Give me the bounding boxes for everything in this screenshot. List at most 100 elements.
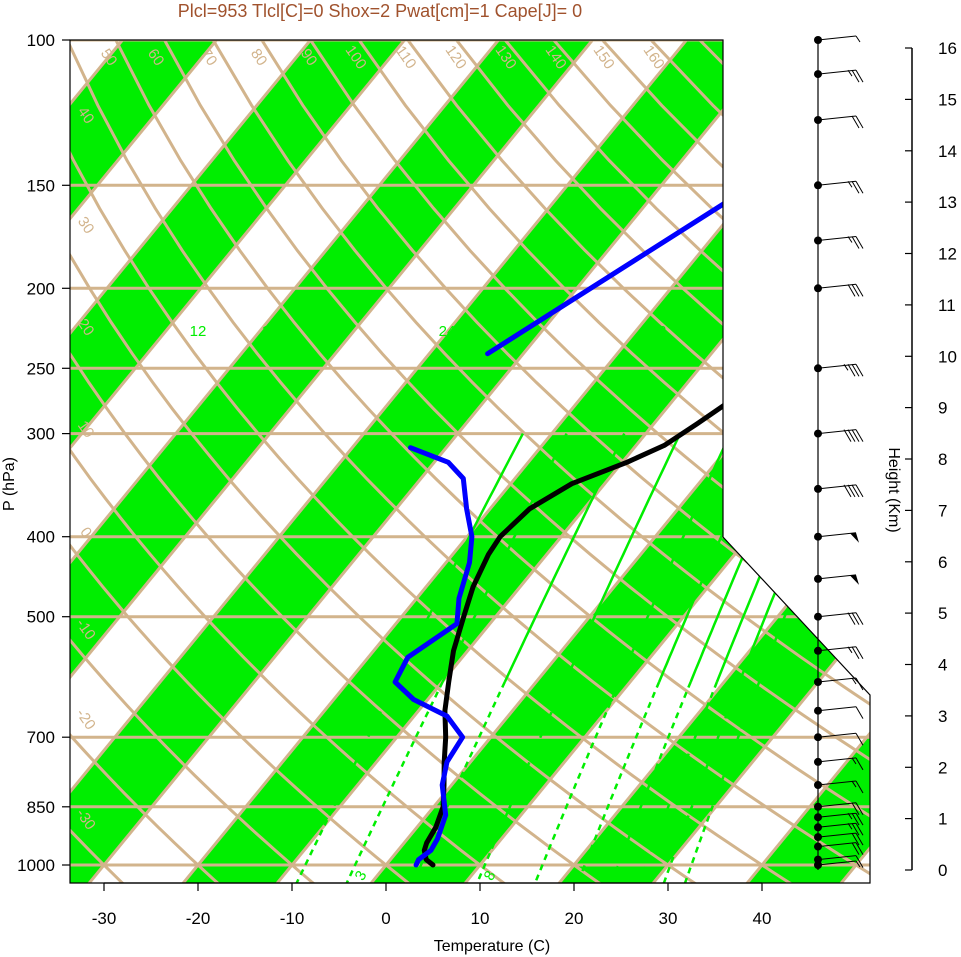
- temperature-tick-label: 40: [753, 909, 772, 928]
- height-axis-label: Height (Km): [885, 447, 902, 532]
- wind-feather: [851, 69, 860, 83]
- mixing-ratio-line-dashed: [407, 681, 506, 883]
- wind-barb: [817, 35, 857, 41]
- wind-half-feather: [847, 180, 853, 188]
- wind-feather: [851, 484, 860, 498]
- temperature-tick-label: -10: [280, 909, 305, 928]
- wind-feather: [855, 429, 864, 442]
- wind-feather: [851, 842, 860, 855]
- height-tick-label: 10: [938, 347, 957, 366]
- wind-barb: [817, 757, 857, 763]
- dry-adiabat-line: [163, 40, 870, 883]
- wind-barb: [817, 855, 857, 861]
- dry-adiabat-line: [357, 40, 870, 883]
- mixing-ratio-label: 8: [481, 868, 500, 884]
- dry-adiabat-line: [114, 40, 870, 883]
- mixing-ratio-line: [618, 433, 732, 683]
- height-tick-label: 4: [938, 656, 947, 675]
- green-band: [70, 40, 593, 883]
- mixing-ratio-label: 16: [262, 323, 279, 340]
- isotherm-line: [70, 40, 218, 883]
- wind-feather: [855, 855, 864, 868]
- height-tick-label: 15: [938, 90, 957, 109]
- pressure-tick-label: 100: [27, 31, 55, 50]
- pressure-tick-label: 1000: [17, 856, 55, 875]
- mixing-ratio-label: 12: [190, 323, 207, 340]
- wind-feather: [855, 115, 864, 129]
- wind-feather: [855, 812, 864, 826]
- wind-half-feather: [851, 757, 857, 765]
- dry-adiabat-line: [211, 40, 870, 883]
- plot-frame: [69, 39, 871, 884]
- isotherm-line: [362, 40, 870, 883]
- wind-half-feather: [847, 69, 853, 77]
- wind-feather: [843, 484, 852, 498]
- wind-half-feather: [847, 236, 853, 243]
- dry-adiabat-line: [70, 40, 230, 883]
- temperature-tick-label: 0: [381, 909, 390, 928]
- temperature-tick-label: 10: [471, 909, 490, 928]
- pressure-tick-label: 400: [27, 528, 55, 547]
- left-grid-label: 40: [74, 104, 97, 127]
- wind-feather: [847, 284, 856, 297]
- height-tick-label: 7: [938, 501, 947, 520]
- wind-half-feather: [855, 860, 861, 868]
- right-grid-label: 10: [745, 543, 769, 567]
- isotherm-line: [644, 40, 870, 883]
- wind-feather: [847, 612, 856, 625]
- wind-half-feather: [847, 812, 853, 820]
- mixing-ratio-line-dashed: [659, 681, 741, 883]
- mixing-ratio-label: 3: [352, 868, 371, 884]
- height-tick-label: 3: [938, 707, 947, 726]
- dry-adiabat-label: 120: [442, 42, 470, 72]
- wind-barb: [817, 115, 857, 121]
- dry-adiabat-line: [309, 40, 870, 883]
- right-grid-label: 30: [723, 123, 747, 147]
- height-tick-label: 1: [938, 810, 947, 829]
- wind-pennant: [850, 532, 859, 543]
- pressure-tick-label: 300: [27, 425, 55, 444]
- dry-adiabat-label: 80: [247, 46, 270, 69]
- dry-adiabat-label: 90: [297, 46, 320, 69]
- height-tick-label: 16: [938, 39, 957, 58]
- wind-feather: [855, 364, 864, 377]
- wind-barb: [817, 429, 857, 435]
- right-grid-label: 20: [723, 235, 747, 259]
- wind-feather: [847, 484, 856, 498]
- wind-barb: [817, 677, 857, 683]
- wind-barb: [817, 832, 857, 838]
- wind-feather: [851, 236, 860, 249]
- dry-adiabat-label: 70: [197, 46, 220, 69]
- wind-feather: [855, 284, 864, 297]
- dry-adiabat-line: [70, 40, 326, 883]
- pressure-tick-label: 700: [27, 728, 55, 747]
- mixing-ratio-label: 32: [650, 323, 667, 340]
- wind-barb: [817, 646, 857, 652]
- wind-pennant: [850, 574, 859, 585]
- wind-barb: [817, 812, 857, 818]
- wind-feather: [851, 284, 860, 297]
- wind-half-feather: [851, 780, 857, 788]
- dry-adiabat-line: [260, 40, 870, 883]
- wind-feather: [855, 832, 864, 846]
- left-grid-label: -20: [73, 706, 99, 734]
- wind-feather: [851, 832, 860, 846]
- wind-feather: [843, 429, 852, 442]
- wind-barb: [817, 363, 857, 369]
- wind-half-feather: [847, 646, 853, 654]
- right-grid-label: 10: [723, 343, 747, 367]
- mixing-ratio-line-dashed: [606, 681, 692, 883]
- mixing-ratio-line-dashed: [572, 681, 661, 883]
- height-tick-label: 9: [938, 399, 947, 418]
- wind-feather: [851, 364, 860, 377]
- isotherm-line: [70, 40, 688, 883]
- mixing-ratio-line-dashed: [341, 681, 444, 883]
- height-tick-label: 5: [938, 604, 947, 623]
- pressure-tick-label: 150: [27, 176, 55, 195]
- wind-feather: [847, 364, 856, 377]
- dry-adiabat-line: [795, 40, 870, 883]
- pressure-tick-label: 500: [27, 608, 55, 627]
- mixing-ratio-line: [394, 433, 525, 683]
- mixing-ratio-line-dashed: [530, 681, 621, 883]
- temperature-tick-label: 20: [565, 909, 584, 928]
